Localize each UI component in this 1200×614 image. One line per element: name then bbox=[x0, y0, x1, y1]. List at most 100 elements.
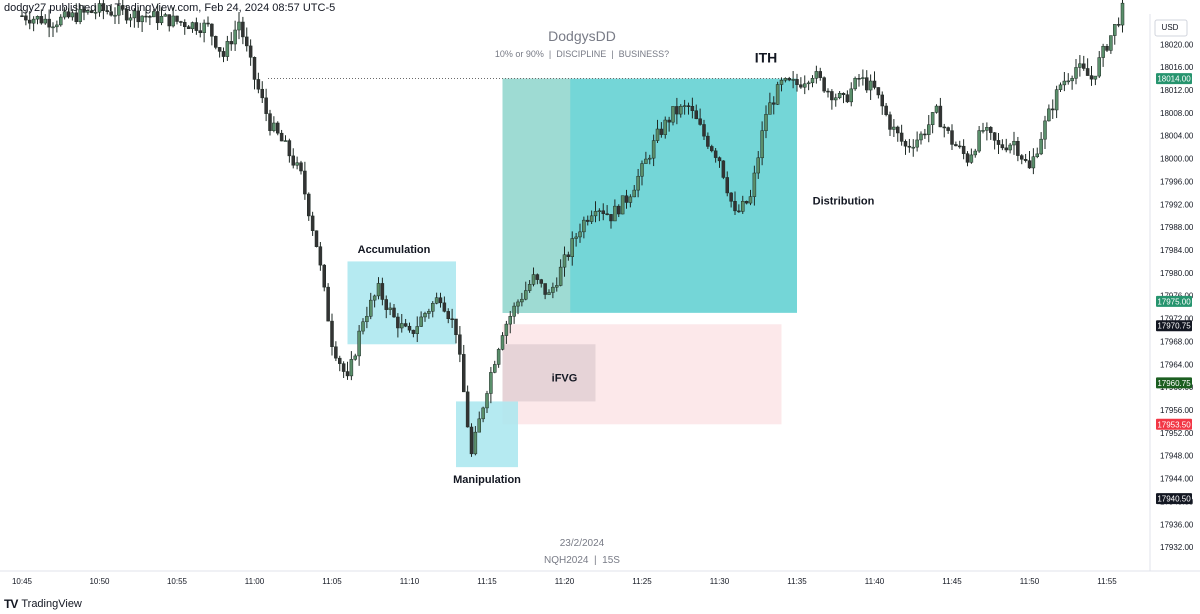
candle-body bbox=[698, 118, 702, 125]
annotation-manipulation: Manipulation bbox=[453, 474, 521, 486]
candle-body bbox=[248, 45, 253, 58]
candle-body bbox=[353, 355, 357, 360]
candle-body bbox=[996, 140, 1001, 145]
candle-body bbox=[78, 9, 82, 22]
candle-body bbox=[70, 12, 75, 18]
x-tick: 11:45 bbox=[942, 577, 962, 586]
candle-body bbox=[551, 286, 555, 293]
candle-body bbox=[392, 307, 396, 318]
y-tick: 18004.00 bbox=[1160, 132, 1194, 141]
candle-body bbox=[872, 80, 877, 88]
candle-body bbox=[504, 323, 509, 336]
y-tick: 18012.00 bbox=[1160, 86, 1194, 95]
candle-body bbox=[1051, 108, 1055, 111]
candle-body bbox=[442, 302, 447, 312]
candle-body bbox=[907, 145, 912, 148]
candle-body bbox=[62, 11, 67, 18]
candle-body bbox=[992, 132, 997, 141]
candle-body bbox=[865, 77, 869, 91]
candle-body bbox=[934, 105, 939, 113]
candle-body bbox=[950, 130, 954, 145]
candle-body bbox=[74, 12, 78, 22]
candle-body bbox=[911, 146, 915, 149]
candle-body bbox=[221, 51, 226, 57]
candle-body bbox=[682, 105, 687, 107]
candle-body bbox=[1109, 35, 1113, 51]
candle-body bbox=[562, 254, 567, 268]
y-tick: 17992.00 bbox=[1160, 200, 1194, 209]
candle-body bbox=[458, 334, 462, 355]
candle-body bbox=[531, 274, 536, 285]
candle-body bbox=[438, 297, 443, 304]
x-tick: 11:20 bbox=[555, 577, 575, 586]
tv-logo-icon: TV bbox=[4, 597, 18, 611]
x-tick: 11:00 bbox=[245, 577, 265, 586]
candle-body bbox=[1120, 2, 1125, 26]
candle-body bbox=[279, 132, 284, 142]
candle-body bbox=[101, 3, 106, 11]
candle-body bbox=[915, 139, 919, 148]
candle-body bbox=[372, 295, 377, 301]
candle-body bbox=[171, 15, 175, 27]
x-tick: 11:10 bbox=[400, 577, 420, 586]
candle-body bbox=[431, 303, 435, 312]
y-tick: 17980.00 bbox=[1160, 269, 1194, 278]
candle-body bbox=[1097, 57, 1101, 77]
candle-body bbox=[136, 10, 140, 23]
candle-body bbox=[1085, 68, 1090, 76]
candle-body bbox=[256, 79, 261, 90]
candle-body bbox=[671, 106, 675, 123]
price-label: 17940.50 bbox=[1157, 495, 1191, 504]
candle-body bbox=[179, 21, 183, 23]
candle-body bbox=[268, 113, 272, 131]
candle-body bbox=[109, 11, 113, 16]
watermark-symbol: NQH2024 | 15S bbox=[544, 555, 620, 566]
candle-body bbox=[1074, 67, 1078, 79]
candle-body bbox=[214, 36, 218, 48]
candle-body bbox=[245, 36, 249, 47]
candle-body bbox=[830, 91, 834, 101]
candle-body bbox=[148, 16, 152, 18]
candle-body bbox=[597, 210, 602, 212]
candle-body bbox=[733, 201, 737, 212]
candle-body bbox=[558, 266, 563, 286]
candle-body bbox=[303, 170, 307, 195]
candle-body bbox=[1054, 89, 1059, 111]
x-tick: 11:55 bbox=[1097, 577, 1117, 586]
candle-body bbox=[307, 193, 311, 217]
candle-body bbox=[496, 349, 501, 365]
candle-body bbox=[582, 219, 586, 233]
price-label-bg bbox=[1156, 418, 1192, 430]
candle-body bbox=[93, 11, 98, 14]
candle-body bbox=[543, 283, 547, 295]
price-label-bg bbox=[1156, 73, 1192, 85]
candle-body bbox=[175, 15, 179, 22]
watermark-date: 23/2/2024 bbox=[560, 538, 605, 549]
candle-body bbox=[51, 26, 55, 29]
candle-body bbox=[217, 47, 222, 52]
candle-body bbox=[423, 313, 427, 318]
candle-body bbox=[361, 321, 365, 332]
candle-body bbox=[605, 213, 609, 215]
candle-body bbox=[651, 140, 656, 159]
candle-body bbox=[593, 211, 598, 217]
annotation-accumulation: Accumulation bbox=[358, 244, 431, 256]
candle-body bbox=[481, 407, 485, 420]
candle-body bbox=[1062, 80, 1067, 86]
watermark-title: DodgysDD bbox=[548, 28, 616, 44]
candle-body bbox=[985, 127, 989, 131]
candle-body bbox=[31, 18, 36, 24]
x-tick: 11:40 bbox=[865, 577, 885, 586]
candle-body bbox=[326, 286, 330, 322]
candle-body bbox=[39, 16, 44, 24]
candle-body bbox=[105, 10, 109, 12]
candle-body bbox=[1105, 45, 1109, 51]
candle-body bbox=[837, 92, 842, 99]
price-label-bg bbox=[1156, 320, 1192, 332]
candle-body bbox=[140, 15, 144, 23]
candle-body bbox=[1043, 120, 1047, 140]
candle-body bbox=[349, 359, 354, 377]
price-label: 18014.00 bbox=[1157, 75, 1191, 84]
candle-body bbox=[814, 71, 819, 79]
